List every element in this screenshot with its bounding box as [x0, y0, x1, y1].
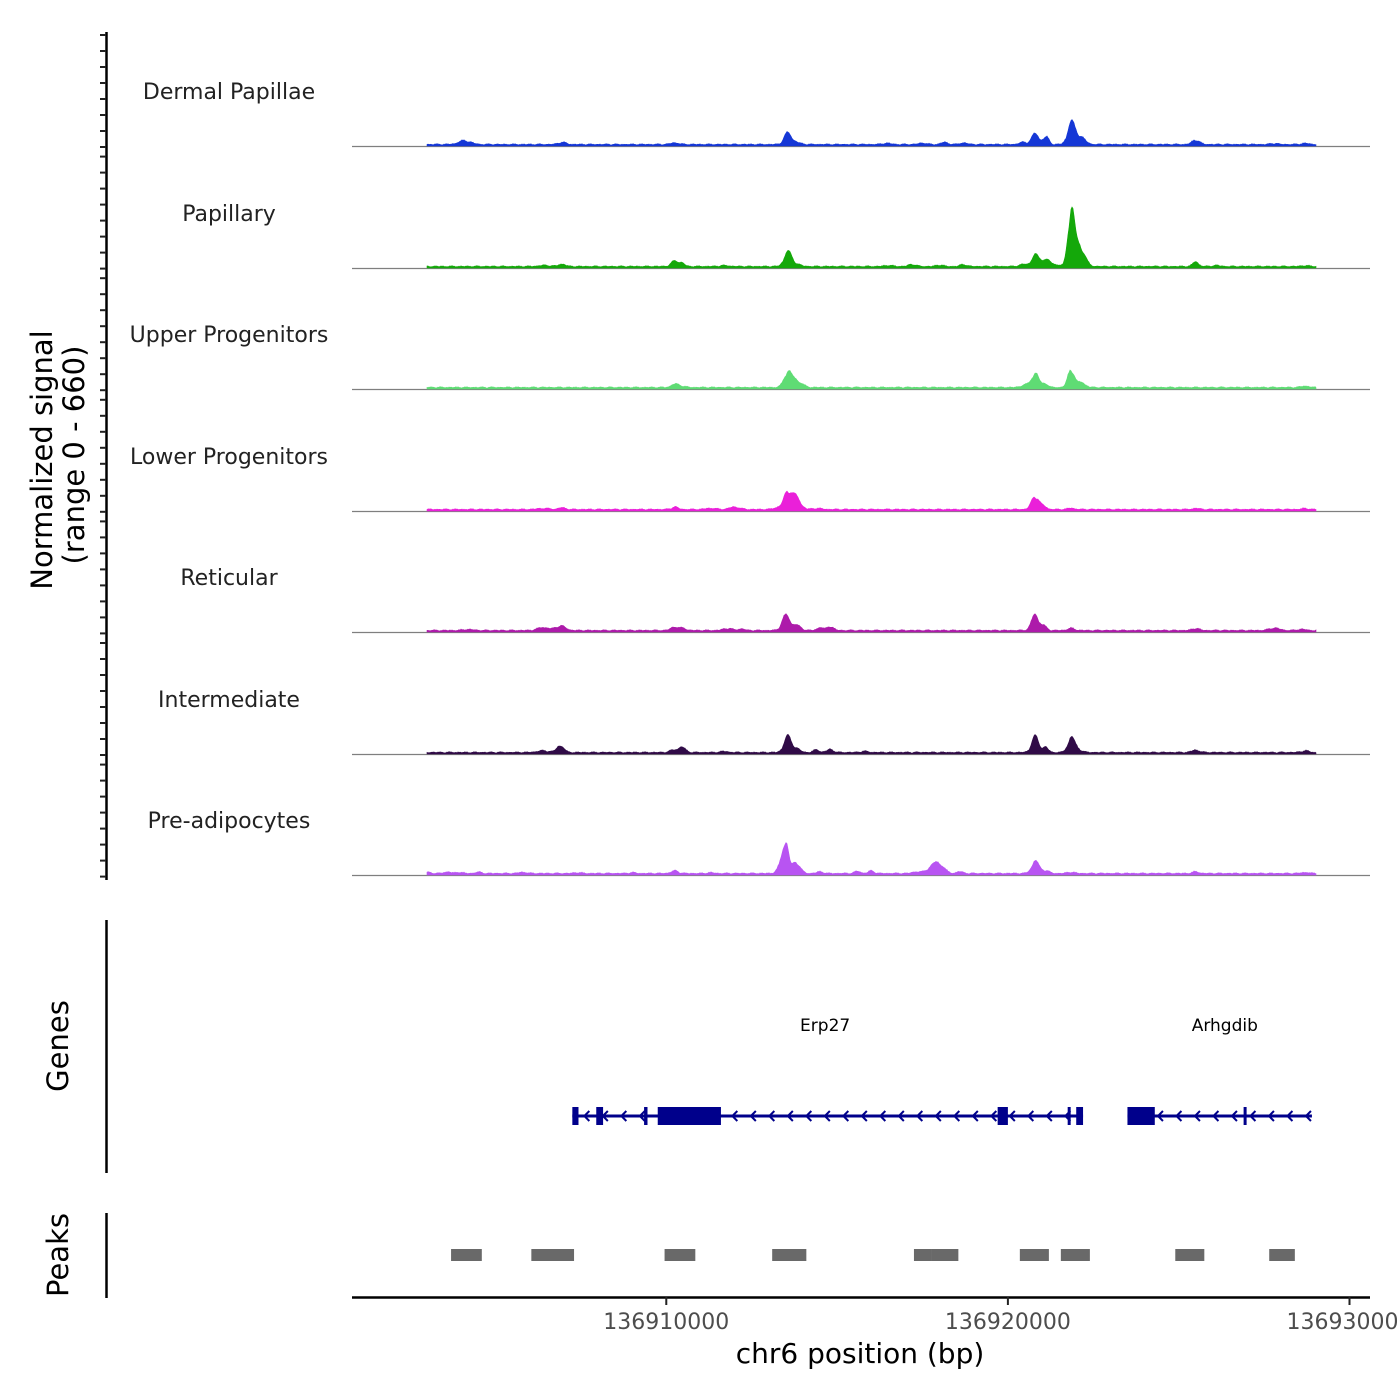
track-intermediate: Intermediate — [158, 688, 1370, 756]
peak-region — [664, 1249, 696, 1261]
strand-arrow — [1175, 1110, 1183, 1122]
gene-label: Arhgdib — [1192, 1016, 1258, 1036]
strand-arrow — [897, 1110, 905, 1122]
strand-arrow — [1156, 1110, 1164, 1122]
track-papillary: Papillary — [182, 202, 1370, 270]
peak-region — [1175, 1249, 1205, 1261]
strand-arrow — [971, 1110, 979, 1122]
peaks-panel-title: Peaks — [41, 1213, 75, 1297]
track-dermal-papillae: Dermal Papillae — [143, 80, 1370, 148]
peak-region — [1269, 1249, 1295, 1261]
track-lower-progenitors: Lower Progenitors — [130, 445, 1370, 513]
strand-arrow — [730, 1110, 739, 1122]
track-label: Lower Progenitors — [130, 445, 328, 470]
strand-arrow — [619, 1110, 628, 1122]
strand-arrow — [1193, 1110, 1201, 1122]
track-upper-progenitors: Upper Progenitors — [130, 323, 1370, 391]
track-label: Intermediate — [158, 688, 300, 713]
strand-arrow — [1045, 1110, 1053, 1122]
strand-arrow — [1304, 1110, 1312, 1122]
strand-arrow — [1212, 1110, 1220, 1122]
signal-y-axis — [100, 32, 108, 1298]
coverage-area — [426, 842, 1317, 876]
peak-region — [772, 1249, 807, 1261]
peak-region — [1060, 1249, 1090, 1261]
strand-arrow — [582, 1110, 591, 1122]
peak-region — [913, 1249, 932, 1261]
strand-arrow — [989, 1110, 998, 1122]
coverage-area — [426, 369, 1317, 390]
gene-exon — [1076, 1107, 1084, 1125]
strand-arrow — [804, 1110, 813, 1122]
y-axis-title-line2: (range 0 - 660) — [57, 346, 91, 565]
gene-exon — [596, 1107, 604, 1125]
strand-arrow — [841, 1110, 850, 1122]
gene-label: Erp27 — [800, 1016, 850, 1036]
strand-arrow — [952, 1110, 961, 1122]
gene-exon — [644, 1107, 648, 1125]
strand-arrow — [749, 1110, 757, 1122]
x-tick-label: 136910000 — [603, 1310, 729, 1335]
strand-arrow — [1267, 1110, 1275, 1122]
strand-arrow — [786, 1110, 794, 1122]
strand-arrow — [1249, 1110, 1257, 1122]
track-reticular: Reticular — [180, 566, 1370, 634]
track-pre-adipocytes: Pre-adipocytes — [148, 809, 1370, 877]
coverage-area — [426, 613, 1317, 633]
track-label: Reticular — [180, 566, 278, 591]
peak-region — [531, 1249, 575, 1261]
strand-arrow — [915, 1110, 924, 1122]
genes-panel: Erp27 Arhgdib — [572, 1016, 1312, 1125]
gene-exon — [1243, 1107, 1247, 1125]
strand-arrow — [638, 1110, 646, 1122]
strand-arrow — [823, 1110, 831, 1122]
y-axis-title-line1: Normalized signal — [25, 330, 59, 589]
gene-exon — [1067, 1107, 1071, 1125]
peaks-panel — [451, 1249, 1295, 1261]
peak-region — [451, 1249, 482, 1261]
genes-panel-title: Genes — [41, 1000, 75, 1092]
coverage-area — [426, 733, 1317, 755]
gene-erp27: Erp27 — [572, 1016, 1084, 1125]
gene-exon — [572, 1107, 579, 1125]
strand-arrow — [1026, 1110, 1035, 1122]
gene-exon — [997, 1107, 1008, 1125]
track-label: Pre-adipocytes — [148, 809, 311, 834]
gene-arhgdib: Arhgdib — [1127, 1016, 1312, 1125]
track-label: Upper Progenitors — [130, 323, 329, 348]
x-axis-title: chr6 position (bp) — [736, 1337, 985, 1370]
track-label: Dermal Papillae — [143, 80, 315, 105]
peak-region — [931, 1249, 959, 1261]
peak-region — [1019, 1249, 1049, 1261]
strand-arrow — [767, 1110, 776, 1122]
coverage-area — [426, 119, 1317, 147]
position-x-axis: 136910000 136920000 136930000 — [352, 1296, 1400, 1335]
gene-exon — [657, 1107, 721, 1125]
x-tick-label: 136930000 — [1287, 1310, 1400, 1335]
track-label: Papillary — [182, 202, 276, 227]
strand-arrow — [878, 1110, 887, 1122]
coverage-tracks: Dermal Papillae Papillary Upper Progenitor… — [130, 80, 1370, 877]
x-tick-label: 136920000 — [945, 1310, 1071, 1335]
gene-exon — [1127, 1107, 1155, 1125]
coverage-area — [426, 206, 1317, 269]
strand-arrow — [934, 1110, 942, 1122]
strand-arrow — [1230, 1110, 1238, 1122]
coverage-area — [426, 490, 1317, 512]
strand-arrow — [860, 1110, 868, 1122]
strand-arrow — [1286, 1110, 1294, 1122]
strand-arrow — [1008, 1110, 1016, 1122]
